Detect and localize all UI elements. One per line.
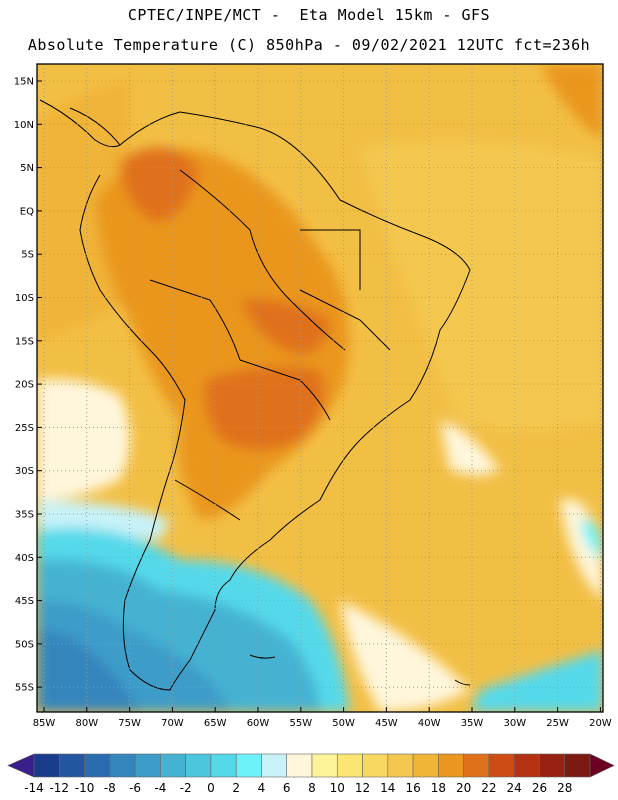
lat-label: 15N (14, 77, 34, 88)
colorbar-swatch (564, 753, 591, 778)
colorbar-label: 0 (207, 781, 215, 795)
lat-label: 50S (15, 639, 34, 650)
lat-label: 45S (15, 596, 34, 607)
lon-label: 25W (546, 718, 569, 729)
colorbar-label: 18 (431, 781, 446, 795)
lat-label: 20S (15, 380, 34, 391)
colorbar-label: 28 (557, 781, 572, 795)
colorbar-swatch (311, 753, 338, 778)
colorbar-label: 16 (405, 781, 420, 795)
colorbar-swatch (539, 753, 566, 778)
lon-label: 55W (289, 718, 312, 729)
lon-label: 50W (332, 718, 355, 729)
colorbar-swatch (261, 753, 288, 778)
colorbar-swatch (210, 753, 237, 778)
colorbar-swatch (286, 753, 313, 778)
lon-label: 75W (118, 718, 141, 729)
longitude-labels: 85W 80W 75W 70W 65W 60W 55W 50W 45W 40W 35W 30W 25W 2… (33, 718, 612, 729)
colorbar-left-cap (7, 753, 35, 778)
colorbar-label: -2 (180, 781, 192, 795)
colorbar-swatch (33, 753, 60, 778)
colorbar-label: 14 (380, 781, 395, 795)
colorbar-label: 26 (532, 781, 547, 795)
chart-title-line2: Absolute Temperature (C) 850hPa - 09/02/… (27, 36, 591, 54)
colorbar-label: 12 (355, 781, 370, 795)
chart-title-line1: CPTEC/INPE/MCT - Eta Model 15km - GFS (127, 6, 491, 24)
latitude-labels: 15N 10N 5N EQ 5S 10S 15S 20S 25S 30S 35S 40S 45S 50S 5… (14, 77, 34, 694)
colorbar-label: -12 (49, 781, 69, 795)
lat-label: 55S (15, 683, 34, 694)
lat-label: 35S (15, 510, 34, 521)
colorbar-label: 2 (232, 781, 240, 795)
lon-label: 80W (75, 718, 98, 729)
colorbar-swatch (412, 753, 439, 778)
map-frame (36, 63, 604, 713)
colorbar: -14 -12 -10 -8 -6 -4 -2 0 2 4 6 8 10 12 14 16 18 20 22 24 26… (7, 753, 615, 795)
colorbar-swatch (160, 753, 186, 778)
colorbar-swatch (134, 753, 161, 778)
lat-label: 10S (15, 293, 34, 304)
lon-label: 30W (503, 718, 526, 729)
colorbar-label: 6 (283, 781, 291, 795)
colorbar-swatch (84, 753, 111, 778)
lat-label: 10N (14, 120, 34, 131)
colorbar-label: -14 (24, 781, 44, 795)
temperature-field (37, 64, 603, 712)
lon-label: 65W (204, 718, 227, 729)
colorbar-label: -6 (129, 781, 141, 795)
lat-label: 30S (15, 466, 34, 477)
lon-label: 85W (33, 718, 56, 729)
colorbar-swatch (387, 753, 414, 778)
lon-label: 40W (418, 718, 441, 729)
lon-label: 20W (589, 718, 612, 729)
lat-label: EQ (20, 206, 34, 217)
coastline (39, 99, 471, 691)
colorbar-right-cap (589, 753, 615, 778)
colorbar-swatch (513, 753, 540, 778)
colorbar-swatch (488, 753, 515, 778)
lat-label: 25S (15, 423, 34, 434)
colorbar-label: -8 (104, 781, 116, 795)
colorbar-label: 8 (308, 781, 316, 795)
lon-label: 35W (461, 718, 484, 729)
colorbar-swatch (438, 753, 464, 778)
graticule (37, 64, 603, 712)
colorbar-swatch (58, 753, 85, 778)
colorbar-swatch (235, 753, 262, 778)
colorbar-label: -10 (75, 781, 95, 795)
lon-label: 45W (375, 718, 398, 729)
colorbar-swatch (109, 753, 136, 778)
colorbar-label: 4 (258, 781, 266, 795)
colorbar-swatch (336, 753, 363, 778)
colorbar-swatch (362, 753, 389, 778)
colorbar-label: 22 (481, 781, 496, 795)
colorbar-swatch (463, 753, 490, 778)
lat-label: 40S (15, 553, 34, 564)
colorbar-swatch (185, 753, 212, 778)
colorbar-label: -4 (154, 781, 166, 795)
lon-label: 70W (161, 718, 184, 729)
colorbar-label: 10 (330, 781, 345, 795)
colorbar-label: 24 (507, 781, 522, 795)
lat-label: 5S (21, 250, 34, 261)
lat-label: 15S (15, 336, 34, 347)
lat-label: 5N (20, 163, 34, 174)
colorbar-label: 20 (456, 781, 471, 795)
lon-label: 60W (247, 718, 270, 729)
